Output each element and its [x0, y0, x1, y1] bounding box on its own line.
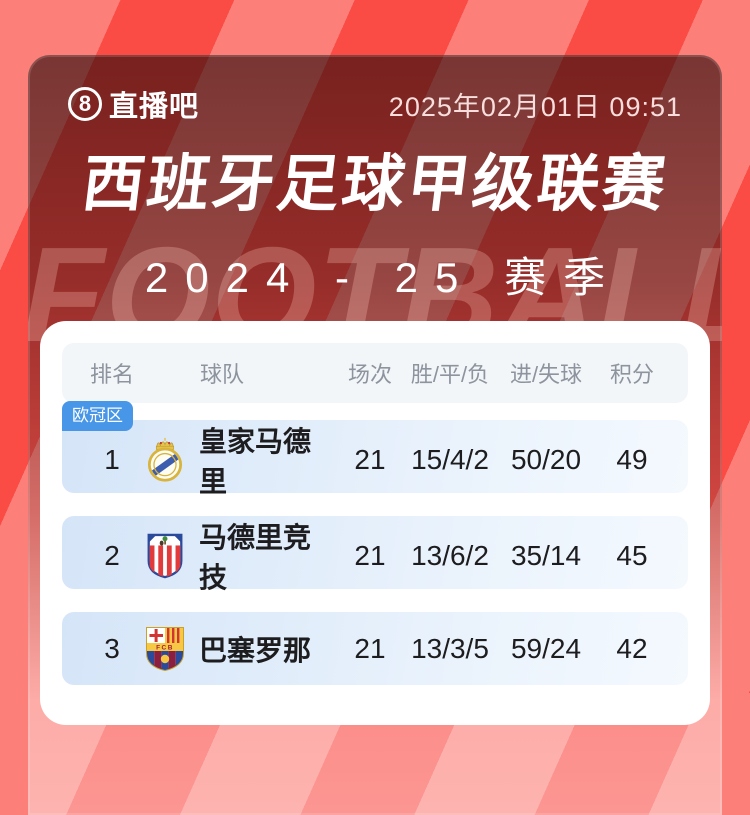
app-logo-text: 直播吧 [109, 91, 200, 123]
table-header: 排名 球队 场次 胜/平/负 进/失球 积分 [62, 343, 688, 404]
real-madrid-crest-icon [147, 438, 183, 482]
app-logo: 8 直播吧 [68, 83, 199, 125]
champions-league-zone-badge: 欧冠区 [62, 401, 133, 432]
played-value: 21 [354, 444, 386, 476]
col-played: 场次 [347, 362, 392, 388]
wdl-value: 13/6/2 [411, 540, 489, 572]
rank-value: 3 [104, 632, 120, 664]
col-team: 球队 [200, 362, 245, 388]
wdl-value: 13/3/5 [411, 632, 489, 664]
table-row[interactable]: 3 FCB [62, 612, 688, 686]
played-value: 21 [354, 632, 386, 664]
page-title: 西班牙足球甲级联赛 [78, 150, 672, 219]
wdl-value: 15/4/2 [411, 444, 489, 476]
barcelona-crest-icon: FCB [146, 626, 184, 671]
team-name: 巴塞罗那 [199, 634, 312, 666]
col-rank: 排名 [89, 362, 134, 388]
points-value: 49 [616, 444, 648, 476]
col-points: 积分 [609, 362, 654, 388]
points-value: 45 [616, 540, 648, 572]
table-row[interactable]: 欧冠区 1 皇家马德里 21 15/4 [62, 401, 688, 497]
col-wdl: 胜/平/负 [410, 362, 490, 388]
top-bar: 8 直播吧 2025年02月01日 09:51 [68, 85, 682, 123]
rank-value: 2 [104, 540, 120, 572]
points-value: 42 [616, 632, 648, 664]
goals-value: 35/14 [510, 540, 582, 572]
goals-value: 59/24 [510, 632, 582, 664]
datetime-label: 2025年02月01日 09:51 [388, 91, 682, 122]
main-panel: FOOTBALL 8 直播吧 2025年02月01日 09:51 西班牙足球甲级… [28, 55, 722, 815]
rank-value: 1 [104, 444, 120, 476]
svg-text:FCB: FCB [156, 644, 174, 651]
table-row[interactable]: 2 马德里竞 [62, 516, 688, 593]
standings-card: 排名 球队 场次 胜/平/负 进/失球 积分 欧冠区 1 [40, 321, 710, 726]
team-name: 皇家马德里 [199, 426, 312, 498]
season-subtitle: 2024 - 25 赛季 [144, 254, 623, 302]
logo-8-icon: 8 [68, 87, 102, 121]
played-value: 21 [354, 540, 386, 572]
team-name: 马德里竞技 [199, 522, 312, 594]
col-goals: 进/失球 [509, 362, 583, 388]
goals-value: 50/20 [510, 444, 582, 476]
atletico-madrid-crest-icon [147, 534, 183, 579]
